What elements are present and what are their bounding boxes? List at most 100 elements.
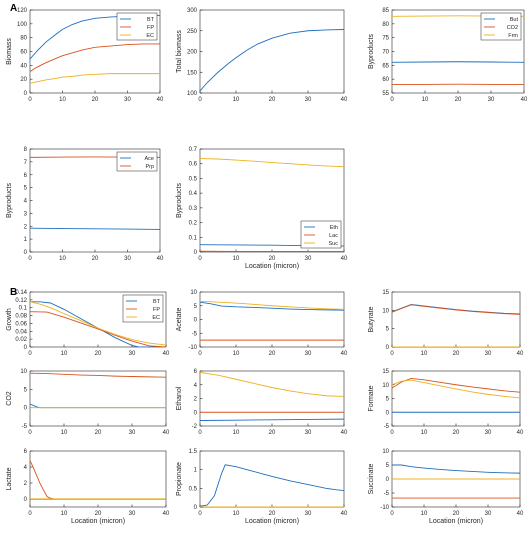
series-line-ec <box>30 73 160 84</box>
y-tick-label: 150 <box>187 70 198 76</box>
y-tick-label: 0 <box>194 410 198 416</box>
y-tick-label: 2 <box>194 397 198 403</box>
legend-label: FP <box>147 25 154 31</box>
y-tick-label: 4 <box>24 199 28 205</box>
x-tick-label: 30 <box>485 351 492 357</box>
chart-a5: 0 10 20 30 40 0 0.1 0.2 0.3 0.4 0.5 0.6 0.7 Byproduct… <box>176 147 348 270</box>
x-axis-label: Location (micron) <box>245 518 299 525</box>
y-tick-label: -5 <box>384 491 390 497</box>
legend-box <box>480 12 522 41</box>
y-axis-label: Total biomass <box>176 30 183 73</box>
x-tick-label: 30 <box>305 97 312 103</box>
x-tick-label: 40 <box>341 97 348 103</box>
y-tick-label: 0.7 <box>189 147 198 153</box>
y-tick-label: 0 <box>194 505 198 511</box>
series-line-ec <box>30 301 166 346</box>
y-tick-label: 60 <box>20 50 27 56</box>
legend-label: But <box>510 17 519 23</box>
legend-label: CO2 <box>507 25 518 31</box>
y-tick-label: 300 <box>187 8 198 14</box>
y-tick-label: -2 <box>192 424 198 430</box>
panel-letter-b: B <box>10 287 18 298</box>
legend-label: FP <box>153 307 160 313</box>
x-tick-label: 30 <box>488 97 495 103</box>
x-tick-label: 20 <box>269 256 276 262</box>
y-tick-label: 10 <box>382 308 389 314</box>
x-tick-label: 40 <box>157 256 164 262</box>
x-tick-label: 10 <box>61 511 68 517</box>
y-tick-label: 4 <box>194 383 198 389</box>
y-tick-label: 5 <box>24 186 28 192</box>
x-tick-label: 30 <box>305 351 312 357</box>
y-axis-label: Propionate <box>176 462 183 496</box>
legend-box <box>300 220 342 249</box>
panel-letter-a: A <box>10 3 18 14</box>
y-tick-label: 75 <box>382 36 389 42</box>
x-tick-label: 40 <box>163 511 170 517</box>
y-tick-label: 1 <box>194 468 198 474</box>
legend-label: Prp <box>145 164 154 170</box>
x-tick-label: 10 <box>233 97 240 103</box>
plot-frame <box>391 370 521 427</box>
y-tick-label: 0 <box>194 318 198 324</box>
series-line-but <box>392 61 524 63</box>
chart-a4: 0 10 20 30 40 0 1 2 3 4 5 6 7 8 Byproducts Ace Prp <box>6 147 164 262</box>
x-tick-label: 40 <box>521 97 528 103</box>
x-tick-label: 30 <box>124 97 131 103</box>
y-tick-label: 100 <box>17 22 28 28</box>
x-tick-label: 10 <box>59 97 66 103</box>
y-tick-label: -5 <box>384 424 390 430</box>
series-line-s0 <box>200 301 344 311</box>
y-axis-label: Growth <box>6 308 13 331</box>
y-axis-label: Byproducts <box>176 182 183 218</box>
y-tick-label: 20 <box>20 77 27 83</box>
x-tick-label: 30 <box>305 511 312 517</box>
x-tick-label: 20 <box>269 97 276 103</box>
x-tick-label: 30 <box>129 430 136 436</box>
y-tick-label: 85 <box>382 8 389 14</box>
series-line-suc <box>200 158 344 168</box>
y-tick-label: 0.6 <box>189 162 198 168</box>
y-tick-label: 8 <box>24 147 28 153</box>
legend-label: BT <box>147 17 155 23</box>
y-tick-label: 2 <box>24 481 28 487</box>
legend: Eth Lac Suc <box>300 220 342 249</box>
y-tick-label: 60 <box>382 77 389 83</box>
plot-frame <box>29 370 167 427</box>
x-tick-label: 40 <box>341 256 348 262</box>
y-axis-label: Acetate <box>176 308 183 332</box>
chart-b1: 0 10 20 30 40 0 0.02 0.04 0.060.08 0.1 0.12 0.14 Gro… <box>6 290 170 357</box>
legend: Ace Prp <box>116 151 158 172</box>
series-line-s1 <box>392 304 520 315</box>
series-line-s0 <box>200 418 344 421</box>
y-axis-label: Biomass <box>6 38 13 65</box>
chart-b3: 0 10 20 30 40 0 5 10 15 Butyrate <box>368 290 524 357</box>
x-tick-label: 20 <box>453 351 460 357</box>
y-axis-label: Byproducts <box>368 33 375 69</box>
x-tick-label: 0 <box>390 351 394 357</box>
x-tick-label: 0 <box>198 430 202 436</box>
x-tick-label: 0 <box>198 97 202 103</box>
x-tick-label: 10 <box>61 351 68 357</box>
x-tick-label: 0 <box>198 256 202 262</box>
x-tick-label: 10 <box>61 430 68 436</box>
x-tick-label: 20 <box>453 430 460 436</box>
plot-frame <box>29 450 167 508</box>
series-line-ace <box>30 227 160 230</box>
y-tick-label: 0.2 <box>189 221 198 227</box>
chart-a3: 0 10 20 30 40 55 60 65 70 75 80 85 Byproducts But CO2 F… <box>368 8 528 103</box>
x-tick-label: 40 <box>517 511 524 517</box>
y-tick-label: 0.4 <box>189 191 198 197</box>
x-tick-label: 40 <box>341 430 348 436</box>
legend-box <box>122 294 164 323</box>
x-tick-label: 30 <box>124 256 131 262</box>
x-tick-label: 10 <box>421 351 428 357</box>
y-tick-label: 5 <box>386 463 390 469</box>
y-tick-label: 15 <box>382 369 389 375</box>
y-tick-label: 4 <box>24 465 28 471</box>
y-tick-label: 2 <box>24 224 28 230</box>
x-tick-label: 0 <box>28 511 32 517</box>
plot-frame <box>199 291 345 348</box>
series-line-fp <box>30 43 160 72</box>
y-tick-label: 0 <box>24 345 28 351</box>
